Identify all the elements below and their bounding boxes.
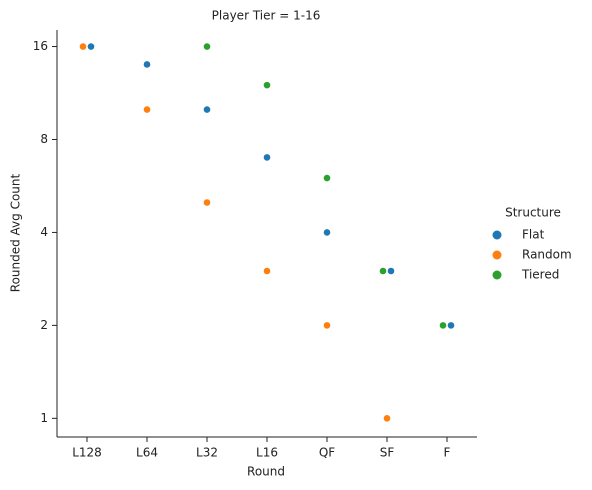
x-tick-label: L128 <box>72 446 102 460</box>
y-tick-label: 16 <box>33 39 48 53</box>
point <box>439 322 447 329</box>
point <box>143 61 151 68</box>
x-tick-label: L64 <box>136 446 158 460</box>
point <box>387 267 395 275</box>
x-axis-label: Round <box>247 465 285 479</box>
point <box>263 267 271 275</box>
x-tick-label: L16 <box>256 446 278 460</box>
point <box>383 415 391 422</box>
point <box>203 43 211 50</box>
chart-title: Player Tier = 1-16 <box>212 9 321 23</box>
legend-marker <box>492 250 502 260</box>
legend-label: Flat <box>522 228 545 242</box>
legend-marker <box>492 270 502 280</box>
point <box>323 322 331 329</box>
y-tick-label: 1 <box>40 411 48 425</box>
point <box>379 267 387 275</box>
point <box>143 106 151 113</box>
point <box>323 229 331 236</box>
point <box>203 199 211 206</box>
point <box>263 154 271 161</box>
x-tick-label: L32 <box>196 446 218 460</box>
y-tick-label: 4 <box>40 225 48 239</box>
point <box>87 43 95 50</box>
x-tick-label: F <box>444 446 451 460</box>
y-tick-label: 2 <box>40 318 48 332</box>
y-tick-label: 8 <box>40 132 48 146</box>
legend-marker <box>492 230 502 240</box>
point <box>203 106 211 113</box>
x-tick-label: QF <box>319 446 335 460</box>
point <box>447 322 455 329</box>
point <box>263 81 271 89</box>
y-axis-label: Rounded Avg Count <box>9 173 23 292</box>
x-tick-label: SF <box>380 446 395 460</box>
point <box>323 174 331 182</box>
legend-title: Structure <box>505 206 561 220</box>
point <box>79 43 87 50</box>
legend-label: Random <box>522 248 572 262</box>
legend-label: Tiered <box>521 268 559 282</box>
